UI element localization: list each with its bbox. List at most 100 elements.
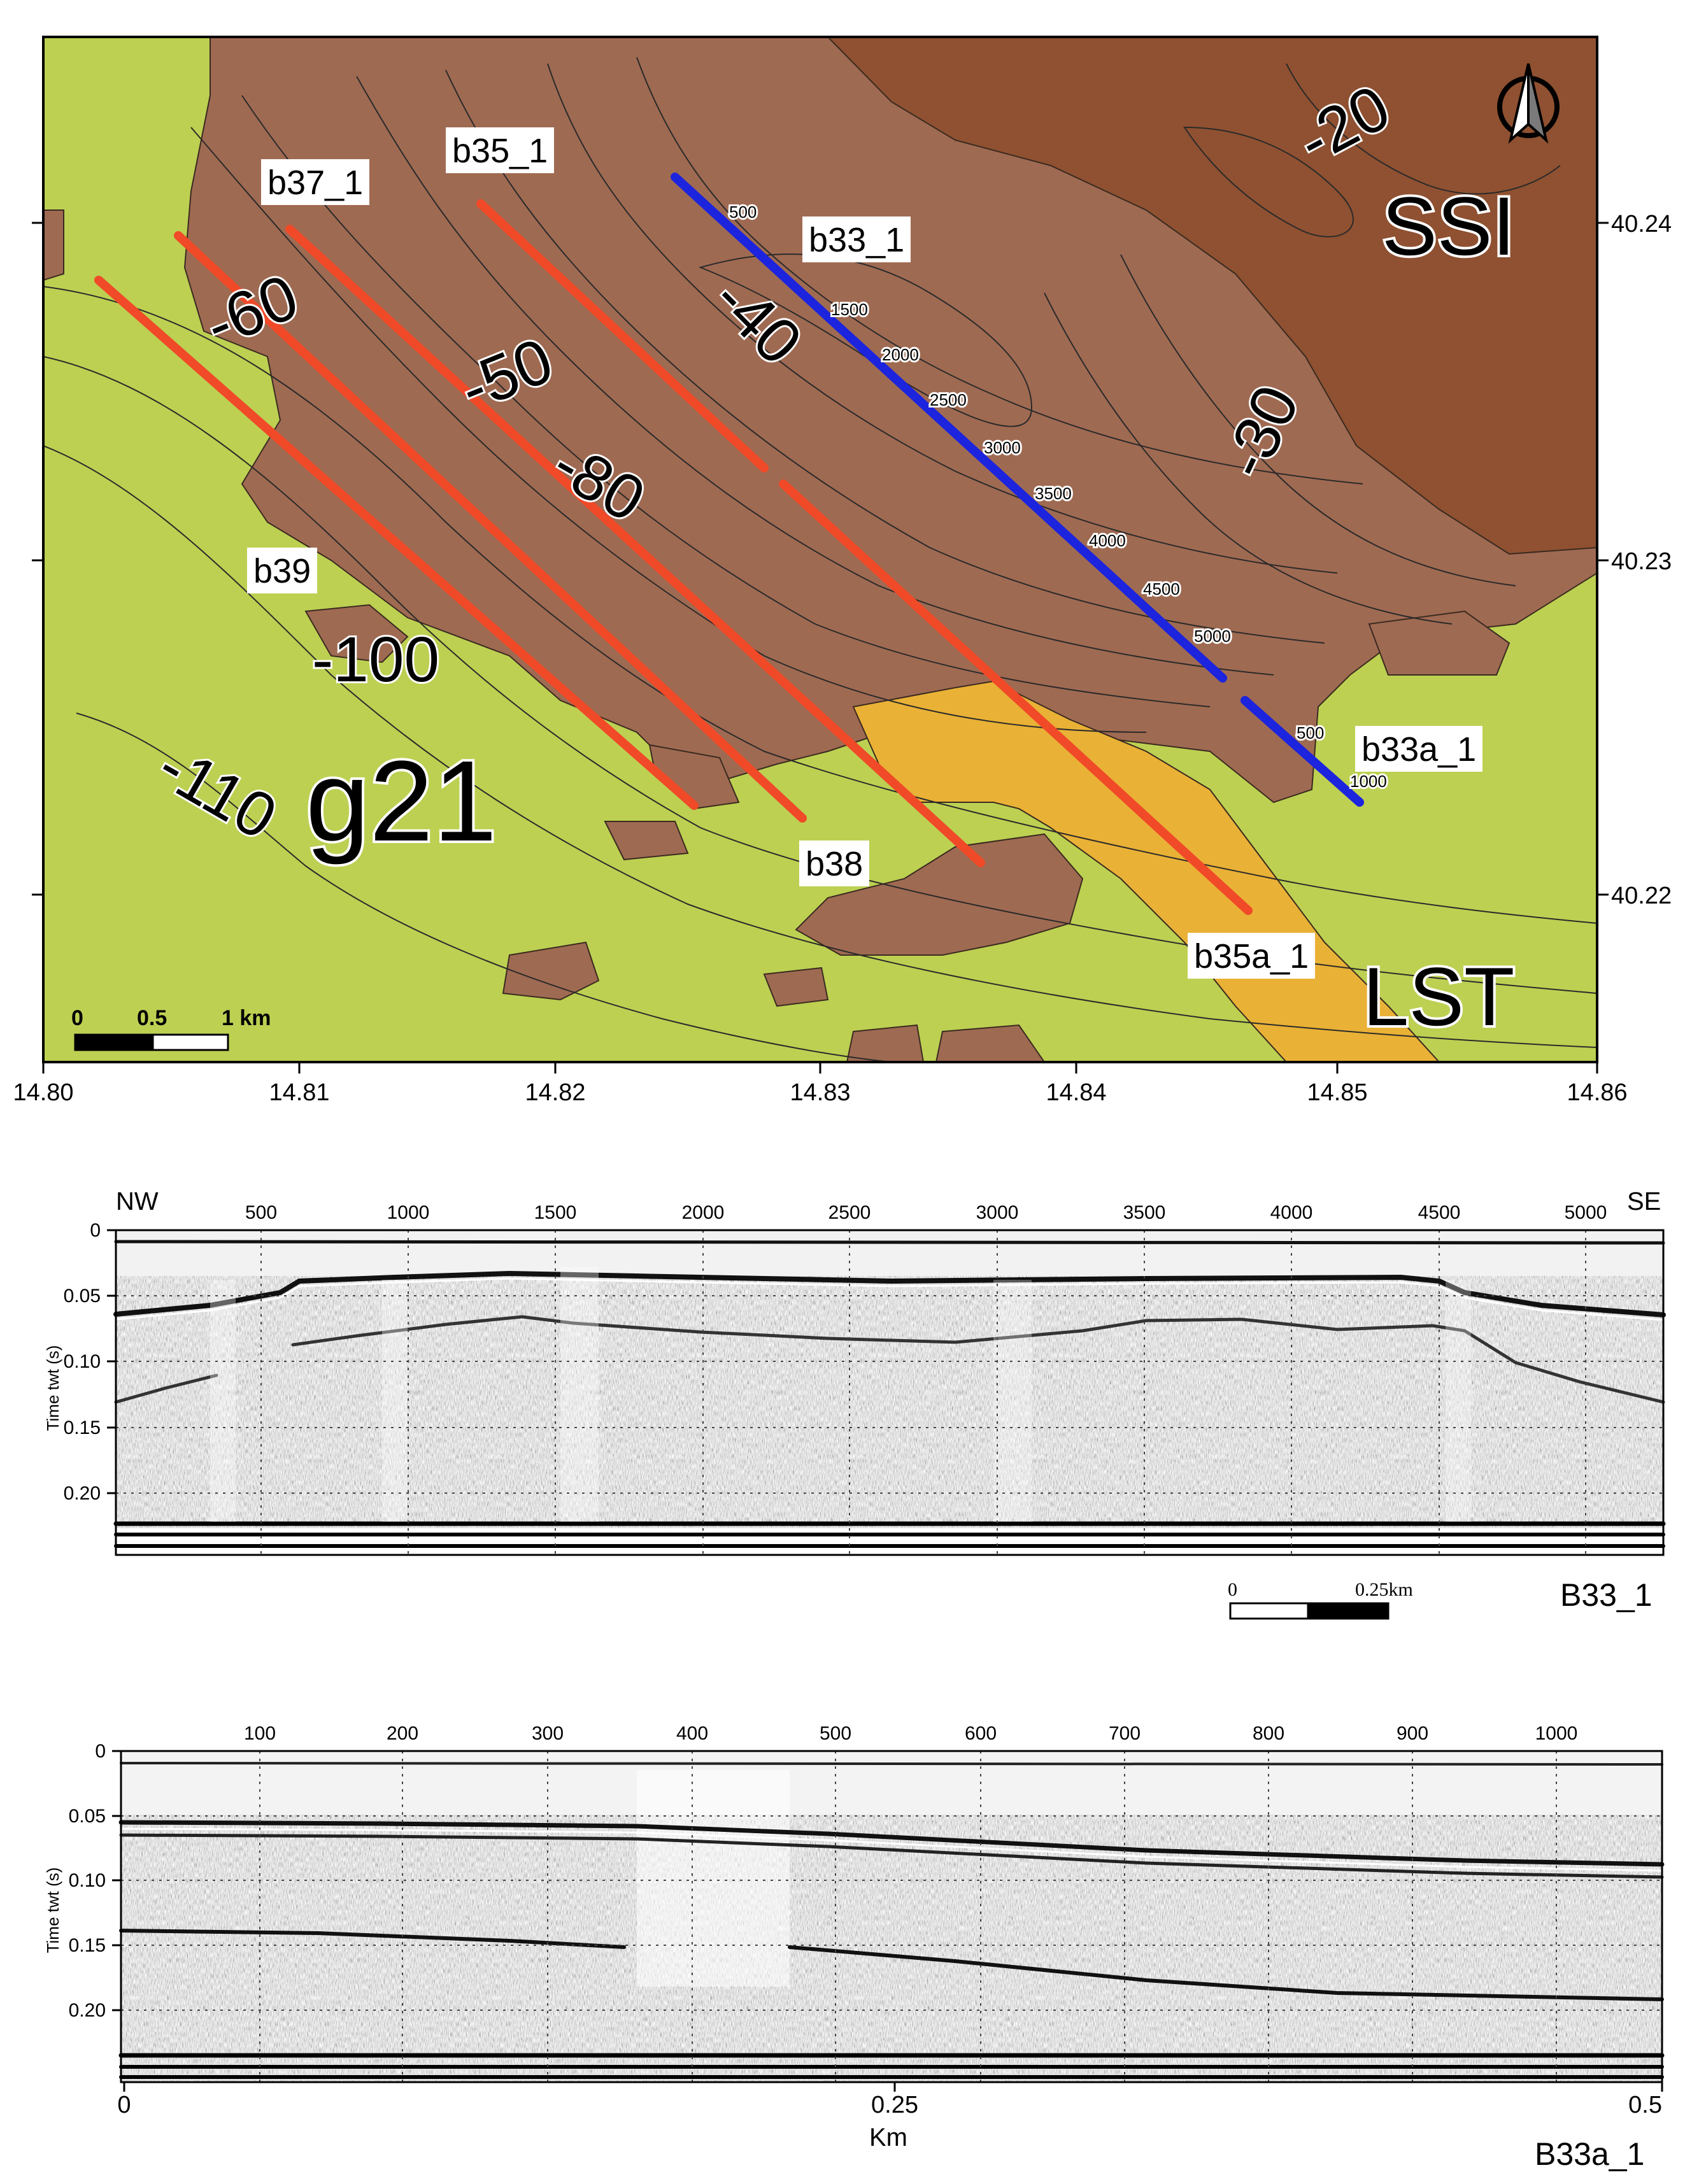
- line-label-box: [261, 159, 369, 205]
- y-tick-label: 0: [95, 1741, 106, 1762]
- brown-patch: [304, 604, 409, 663]
- b33-shotpoint-label: 3500: [1035, 484, 1072, 503]
- seismic-profile-b33-1: 500 1000 1500 2000 2500 3000 3500 4000 4500 5000 …: [43, 1188, 1666, 1620]
- profile1-scalebar-025km: 0.25km: [1355, 1579, 1413, 1600]
- profile1-se-label: SE: [1627, 1188, 1661, 1216]
- lat-tick-label: 40.22: [1611, 883, 1672, 909]
- line-label: b33a_1: [1361, 730, 1476, 769]
- north-arrow-icon: [1497, 63, 1560, 144]
- contour-lines: [43, 57, 1597, 1062]
- line-label-box: [247, 548, 317, 593]
- line-b33a-1: [1240, 696, 1364, 807]
- lon-tick-label: 14.82: [525, 1079, 585, 1106]
- ssi-unit: [827, 37, 1597, 555]
- contour-label-minus100: -100: [312, 624, 439, 695]
- line-label: b39: [253, 552, 311, 590]
- lat-tick-label: 40.24: [1611, 211, 1672, 238]
- b33-shotpoint-label: 4500: [1143, 579, 1180, 599]
- x-tick-label: 200: [387, 1723, 418, 1744]
- km-tick-label: 0.5: [1628, 2092, 1662, 2118]
- lon-tick-label: 14.85: [1307, 1079, 1367, 1106]
- lon-tick-label: 14.83: [790, 1079, 850, 1106]
- b33-shotpoint-label: 2500: [930, 390, 967, 409]
- lon-tick-label: 14.81: [269, 1079, 329, 1106]
- y-tick-label: 0.15: [64, 1417, 101, 1438]
- x-tick-label: 500: [245, 1202, 277, 1223]
- line-b35-1: [476, 199, 769, 472]
- profile1-x-ticks: 500 1000 1500 2000 2500 3000 3500 4000 4500 5000: [245, 1202, 1607, 1223]
- x-tick-label: 500: [820, 1723, 851, 1744]
- b33-shotpoint-label: 500: [729, 202, 757, 222]
- b33-shotpoint-label: 1500: [831, 300, 868, 319]
- x-tick-label: 600: [965, 1723, 997, 1744]
- line-label: b38: [806, 845, 863, 883]
- line-label-box: [1355, 726, 1482, 772]
- x-tick-label: 2000: [682, 1202, 725, 1223]
- line-labels: b37_1 b35_1 b33_1 b39 b38 b35a_1 b33a_1: [247, 127, 1482, 979]
- scalebar-1km: 1 km: [222, 1006, 271, 1030]
- line-b35a-1: [779, 479, 1253, 915]
- b33a-shotpoint-label: 500: [1297, 723, 1324, 742]
- unit-label-ssi: SSI: [1382, 180, 1516, 273]
- brown-patch: [846, 1024, 925, 1062]
- y-tick-label: 0: [90, 1220, 101, 1241]
- profile1-y-ticks: 0 0.05 0.10 0.15 0.20: [64, 1220, 116, 1504]
- x-tick-label: 100: [244, 1723, 276, 1744]
- brown-patch: [43, 209, 64, 281]
- x-tick-label: 1500: [534, 1202, 577, 1223]
- profile2-km-ticks: 0 0.25 0.5: [117, 2082, 1663, 2118]
- profile2-km-label: Km: [869, 2124, 907, 2152]
- lat-tick-label: 40.23: [1611, 548, 1672, 575]
- brown-patch: [935, 1024, 1046, 1062]
- x-tick-label: 5000: [1565, 1202, 1607, 1223]
- y-tick-label: 0.05: [64, 1286, 101, 1307]
- x-tick-label: 4000: [1270, 1202, 1313, 1223]
- x-tick-label: 4500: [1418, 1202, 1461, 1223]
- latitude-axis: 40.24 40.23 40.22: [32, 211, 1672, 909]
- y-tick-label: 0.10: [64, 1351, 101, 1372]
- line-label: b35a_1: [1194, 937, 1309, 975]
- km-tick-label: 0.25: [871, 2092, 918, 2118]
- profile1-name: B33_1: [1560, 1577, 1653, 1613]
- b33a-shotpoint-label: 1000: [1350, 772, 1387, 791]
- y-tick-label: 0.10: [69, 1870, 106, 1891]
- survey-lines: [94, 173, 1364, 915]
- line-label-box: [446, 127, 554, 173]
- line-label-box: [799, 840, 869, 886]
- profile1-nw-label: NW: [116, 1188, 159, 1216]
- x-tick-label: 1000: [387, 1202, 430, 1223]
- line-b33-1: [671, 173, 1227, 683]
- map-scalebar: 0 0.5 1 km: [71, 1006, 271, 1051]
- line-label: b35_1: [452, 132, 548, 170]
- line-label: b33_1: [809, 221, 904, 259]
- geologic-map: 500 1500 2000 2500 3000 3500 4000 4500 5000 500 10…: [13, 36, 1672, 1106]
- x-tick-label: 400: [676, 1723, 708, 1744]
- y-tick-label: 0.05: [69, 1806, 106, 1827]
- y-tick-label: 0.20: [69, 2000, 106, 2021]
- b33-shotpoint-label: 4000: [1089, 531, 1126, 550]
- profile2-name: B33a_1: [1535, 2136, 1644, 2172]
- x-tick-label: 900: [1397, 1723, 1428, 1744]
- x-tick-label: 300: [532, 1723, 564, 1744]
- profile1-y-label: Time twt (s): [43, 1345, 62, 1431]
- brown-patch: [763, 967, 829, 1007]
- unit-label-g21: g21: [306, 737, 497, 865]
- x-tick-label: 700: [1109, 1723, 1141, 1744]
- line-b39: [94, 276, 699, 810]
- x-tick-label: 2500: [828, 1202, 871, 1223]
- y-tick-label: 0.20: [64, 1483, 101, 1504]
- profile1-scalebar: 0 0.25km: [1228, 1579, 1413, 1620]
- b33-shotpoint-label: 3000: [984, 438, 1021, 457]
- b33-shotpoint-labels: 500 1500 2000 2500 3000 3500 4000 4500 5000 500 10…: [727, 201, 1389, 793]
- y-tick-label: 0.15: [69, 1935, 106, 1956]
- brown-patch: [1368, 610, 1511, 676]
- x-tick-label: 800: [1253, 1723, 1284, 1744]
- b33-shotpoint-label: 5000: [1194, 627, 1231, 646]
- profile2-y-label: Time twt (s): [43, 1868, 62, 1954]
- longitude-axis: 14.80 14.81 14.82 14.83 14.84 14.85 14.86: [13, 1062, 1628, 1106]
- km-tick-label: 0: [117, 2092, 131, 2118]
- x-tick-label: 3000: [976, 1202, 1019, 1223]
- seismic-profile-b33a-1: 100 200 300 400 500 600 700 800 900 1000 0 0.05 0.1…: [43, 1723, 1665, 2172]
- brown-patch: [795, 833, 1084, 956]
- line-label-box: [802, 216, 911, 262]
